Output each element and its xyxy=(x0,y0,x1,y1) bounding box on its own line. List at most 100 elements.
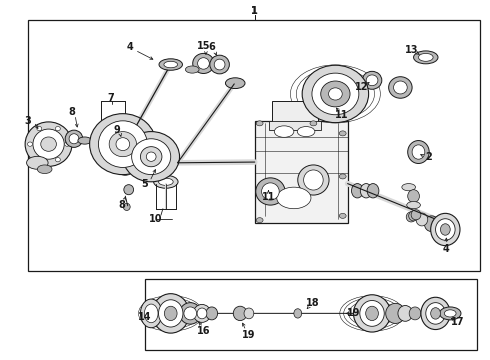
Text: 11: 11 xyxy=(335,110,348,120)
Ellipse shape xyxy=(109,132,137,157)
Ellipse shape xyxy=(426,303,445,324)
Text: 15: 15 xyxy=(196,41,210,51)
Ellipse shape xyxy=(123,132,179,182)
Ellipse shape xyxy=(256,121,263,126)
Ellipse shape xyxy=(310,121,317,126)
Ellipse shape xyxy=(389,77,412,98)
Ellipse shape xyxy=(339,174,346,179)
Text: 5: 5 xyxy=(142,179,148,189)
Ellipse shape xyxy=(27,142,32,146)
Ellipse shape xyxy=(116,138,130,150)
Ellipse shape xyxy=(362,71,382,89)
Ellipse shape xyxy=(312,73,359,115)
Ellipse shape xyxy=(408,190,419,203)
Ellipse shape xyxy=(197,308,207,319)
Text: 1: 1 xyxy=(251,6,258,16)
Ellipse shape xyxy=(37,126,42,131)
Text: 1: 1 xyxy=(251,6,258,16)
Ellipse shape xyxy=(141,299,162,328)
Ellipse shape xyxy=(274,126,294,137)
Bar xyxy=(27,21,480,271)
Ellipse shape xyxy=(37,165,52,174)
Ellipse shape xyxy=(41,137,56,151)
Ellipse shape xyxy=(302,65,368,123)
Ellipse shape xyxy=(407,202,420,209)
Ellipse shape xyxy=(98,121,147,167)
Ellipse shape xyxy=(154,175,178,188)
Text: 14: 14 xyxy=(138,312,151,322)
Text: 18: 18 xyxy=(306,298,319,308)
Ellipse shape xyxy=(298,165,329,195)
Ellipse shape xyxy=(360,301,384,326)
Ellipse shape xyxy=(233,306,247,320)
Ellipse shape xyxy=(69,134,79,144)
Ellipse shape xyxy=(408,140,429,163)
Ellipse shape xyxy=(418,53,433,61)
Text: 17: 17 xyxy=(451,317,465,327)
Ellipse shape xyxy=(321,81,350,107)
Ellipse shape xyxy=(366,306,378,320)
Ellipse shape xyxy=(297,127,315,136)
Ellipse shape xyxy=(262,183,279,200)
Ellipse shape xyxy=(210,55,229,74)
Text: 4: 4 xyxy=(127,42,134,51)
Ellipse shape xyxy=(65,142,70,146)
Ellipse shape xyxy=(431,213,460,246)
Text: 19: 19 xyxy=(242,330,256,340)
Text: 2: 2 xyxy=(425,152,432,162)
Ellipse shape xyxy=(409,307,421,320)
Ellipse shape xyxy=(421,297,450,329)
Ellipse shape xyxy=(55,158,60,162)
Ellipse shape xyxy=(304,170,323,190)
Text: 4: 4 xyxy=(443,244,450,254)
Text: 7: 7 xyxy=(107,93,114,103)
Bar xyxy=(272,101,319,123)
Text: 19: 19 xyxy=(347,309,360,318)
Ellipse shape xyxy=(179,303,201,324)
Ellipse shape xyxy=(351,184,363,198)
Ellipse shape xyxy=(431,308,441,319)
Ellipse shape xyxy=(132,139,171,175)
Ellipse shape xyxy=(294,309,302,318)
Ellipse shape xyxy=(90,114,156,175)
Ellipse shape xyxy=(393,81,407,94)
Ellipse shape xyxy=(110,161,126,169)
Ellipse shape xyxy=(414,51,438,64)
Ellipse shape xyxy=(367,184,379,198)
Ellipse shape xyxy=(412,145,425,159)
Text: 11: 11 xyxy=(262,192,275,202)
Ellipse shape xyxy=(256,218,263,223)
Ellipse shape xyxy=(424,216,439,231)
Ellipse shape xyxy=(55,126,60,131)
Ellipse shape xyxy=(444,310,456,317)
Ellipse shape xyxy=(78,137,92,144)
Ellipse shape xyxy=(25,122,72,166)
Ellipse shape xyxy=(329,88,342,100)
Ellipse shape xyxy=(197,58,209,69)
Ellipse shape xyxy=(360,184,372,198)
Ellipse shape xyxy=(185,66,199,73)
Ellipse shape xyxy=(33,129,64,159)
Ellipse shape xyxy=(440,307,461,320)
Ellipse shape xyxy=(147,152,156,161)
Ellipse shape xyxy=(123,203,130,211)
Ellipse shape xyxy=(441,224,450,235)
Ellipse shape xyxy=(406,212,416,222)
Ellipse shape xyxy=(164,306,177,320)
Ellipse shape xyxy=(159,59,182,70)
Ellipse shape xyxy=(193,305,211,322)
Ellipse shape xyxy=(184,307,196,320)
Ellipse shape xyxy=(124,185,134,195)
Text: 16: 16 xyxy=(196,326,210,336)
Ellipse shape xyxy=(159,178,173,185)
Ellipse shape xyxy=(152,294,189,333)
Text: 8: 8 xyxy=(68,107,75,117)
Text: 8: 8 xyxy=(119,200,125,210)
Bar xyxy=(255,121,347,223)
Text: 3: 3 xyxy=(24,116,31,126)
Text: 6: 6 xyxy=(208,42,215,51)
Ellipse shape xyxy=(65,130,83,147)
Bar xyxy=(145,279,477,350)
Ellipse shape xyxy=(386,303,405,323)
Text: 9: 9 xyxy=(114,125,121,135)
